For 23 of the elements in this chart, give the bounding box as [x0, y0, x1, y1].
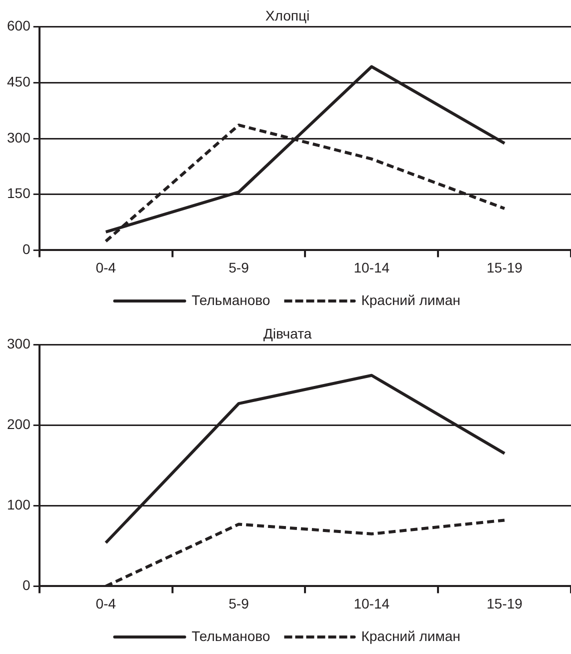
legend-label: Красний лиман [361, 628, 460, 644]
y-tick-label: 200 [7, 416, 31, 432]
chart-title: Хлопці [265, 7, 310, 24]
x-tick-label: 15-19 [486, 595, 523, 612]
y-tick-label: 300 [7, 336, 31, 352]
x-tick-label: 10-14 [354, 595, 390, 612]
x-tick-label: 10-14 [354, 259, 390, 276]
y-tick-label: 450 [7, 74, 31, 90]
y-tick-label: 0 [22, 577, 31, 594]
legend-label: Тельманово [192, 292, 270, 308]
x-tick-label: 5-9 [228, 259, 250, 276]
legend-label: Тельманово [192, 628, 270, 644]
chart-title: Дівчата [263, 325, 312, 342]
y-tick-label: 100 [7, 496, 31, 513]
x-tick-label: 0-4 [96, 259, 116, 276]
y-tick-label: 600 [7, 18, 31, 34]
y-tick-label: 150 [7, 185, 31, 202]
x-tick-label: 5-9 [228, 595, 250, 612]
x-tick-label: 0-4 [96, 595, 116, 612]
y-tick-label: 300 [7, 129, 31, 146]
y-tick-label: 0 [22, 241, 31, 258]
x-tick-label: 15-19 [486, 259, 523, 276]
legend-label: Красний лиман [361, 292, 460, 308]
